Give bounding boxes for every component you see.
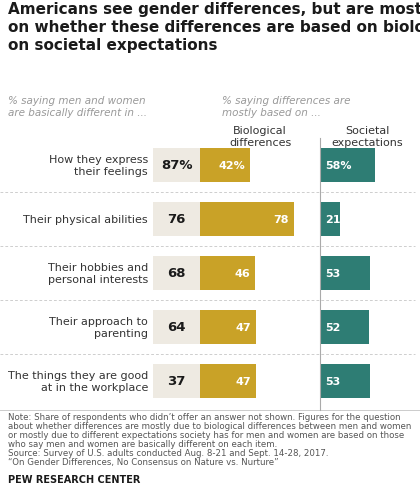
Text: Note: Share of respondents who didn’t offer an answer not shown. Figures for the: Note: Share of respondents who didn’t of… <box>8 412 401 421</box>
Text: 87%: 87% <box>161 159 192 172</box>
Text: Their hobbies and
personal interests: Their hobbies and personal interests <box>48 263 148 284</box>
Text: Their physical abilities: Their physical abilities <box>24 215 148 224</box>
Text: Source: Survey of U.S. adults conducted Aug. 8-21 and Sept. 14-28, 2017.: Source: Survey of U.S. adults conducted … <box>8 448 328 457</box>
Text: 64: 64 <box>167 321 186 334</box>
FancyBboxPatch shape <box>153 310 200 345</box>
Text: 53: 53 <box>325 376 340 386</box>
Text: Biological
differences: Biological differences <box>229 126 291 147</box>
FancyBboxPatch shape <box>320 310 370 345</box>
Text: who say men and women are basically different on each item.: who say men and women are basically diff… <box>8 439 277 448</box>
FancyBboxPatch shape <box>200 203 294 237</box>
FancyBboxPatch shape <box>200 364 256 398</box>
FancyBboxPatch shape <box>200 257 255 290</box>
Text: How they express
their feelings: How they express their feelings <box>49 155 148 177</box>
FancyBboxPatch shape <box>320 257 370 290</box>
Text: 58%: 58% <box>325 161 352 171</box>
FancyBboxPatch shape <box>320 364 370 398</box>
Text: 52: 52 <box>325 323 340 332</box>
Text: 78: 78 <box>273 215 289 224</box>
FancyBboxPatch shape <box>320 203 340 237</box>
Text: PEW RESEARCH CENTER: PEW RESEARCH CENTER <box>8 474 140 484</box>
Text: 47: 47 <box>236 323 252 332</box>
Text: 47: 47 <box>236 376 252 386</box>
Text: or mostly due to different expectations society has for men and women are based : or mostly due to different expectations … <box>8 430 404 439</box>
Text: The things they are good
at in the workplace: The things they are good at in the workp… <box>8 370 148 392</box>
Text: Their approach to
parenting: Their approach to parenting <box>49 317 148 338</box>
Text: about whether differences are mostly due to biological differences between men a: about whether differences are mostly due… <box>8 421 411 430</box>
FancyBboxPatch shape <box>320 149 375 183</box>
FancyBboxPatch shape <box>153 257 200 290</box>
Text: 21: 21 <box>325 215 341 224</box>
FancyBboxPatch shape <box>200 310 256 345</box>
FancyBboxPatch shape <box>153 364 200 398</box>
Text: % saying men and women
are basically different in ...: % saying men and women are basically dif… <box>8 96 147 118</box>
Text: 42%: 42% <box>219 161 245 171</box>
FancyBboxPatch shape <box>153 203 200 237</box>
Text: 76: 76 <box>167 213 186 226</box>
Text: 53: 53 <box>325 268 340 279</box>
Text: “On Gender Differences, No Consensus on Nature vs. Nurture”: “On Gender Differences, No Consensus on … <box>8 457 278 466</box>
Text: Americans see gender differences, but are mostly split
on whether these differen: Americans see gender differences, but ar… <box>8 2 420 53</box>
Text: Societal
expectations: Societal expectations <box>332 126 403 147</box>
Text: % saying differences are
mostly based on ...: % saying differences are mostly based on… <box>222 96 351 118</box>
FancyBboxPatch shape <box>153 149 200 183</box>
Text: 46: 46 <box>234 268 250 279</box>
FancyBboxPatch shape <box>200 149 250 183</box>
Text: 68: 68 <box>167 267 186 280</box>
Text: 37: 37 <box>167 375 186 387</box>
